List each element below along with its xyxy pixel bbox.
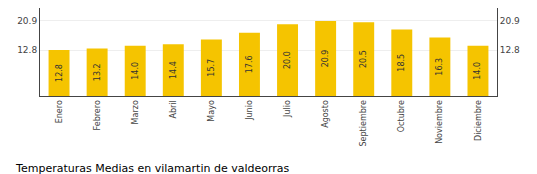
svg-text:Enero: Enero bbox=[55, 100, 64, 123]
svg-text:20.5: 20.5 bbox=[359, 50, 368, 68]
svg-text:20.9: 20.9 bbox=[17, 16, 37, 26]
svg-text:Octubre: Octubre bbox=[397, 100, 406, 132]
svg-text:17.6: 17.6 bbox=[245, 55, 254, 73]
svg-text:14.0: 14.0 bbox=[473, 62, 482, 80]
svg-text:14.0: 14.0 bbox=[131, 62, 140, 80]
svg-text:16.3: 16.3 bbox=[435, 58, 444, 76]
svg-text:Junio: Junio bbox=[245, 100, 254, 121]
svg-text:13.2: 13.2 bbox=[93, 63, 102, 81]
svg-text:Temperaturas Medias en vilamar: Temperaturas Medias en vilamartin de val… bbox=[15, 162, 289, 174]
svg-text:Agosto: Agosto bbox=[321, 100, 330, 128]
svg-text:12.8: 12.8 bbox=[55, 64, 64, 82]
svg-text:18.5: 18.5 bbox=[397, 54, 406, 72]
svg-text:Abril: Abril bbox=[169, 100, 178, 118]
svg-text:Marzo: Marzo bbox=[131, 100, 140, 124]
svg-text:Julio: Julio bbox=[283, 100, 292, 118]
svg-text:20.9: 20.9 bbox=[321, 50, 330, 68]
svg-text:15.7: 15.7 bbox=[207, 59, 216, 77]
svg-text:20.0: 20.0 bbox=[283, 51, 292, 69]
svg-text:Septiembre: Septiembre bbox=[359, 100, 368, 146]
svg-text:12.8: 12.8 bbox=[500, 45, 520, 55]
svg-text:Diciembre: Diciembre bbox=[474, 100, 483, 141]
svg-text:Noviembre: Noviembre bbox=[435, 100, 444, 144]
svg-text:12.8: 12.8 bbox=[17, 45, 37, 55]
svg-text:14.4: 14.4 bbox=[169, 61, 178, 79]
svg-text:Febrero: Febrero bbox=[93, 100, 102, 130]
svg-text:20.9: 20.9 bbox=[500, 16, 520, 26]
svg-text:Mayo: Mayo bbox=[207, 100, 216, 122]
